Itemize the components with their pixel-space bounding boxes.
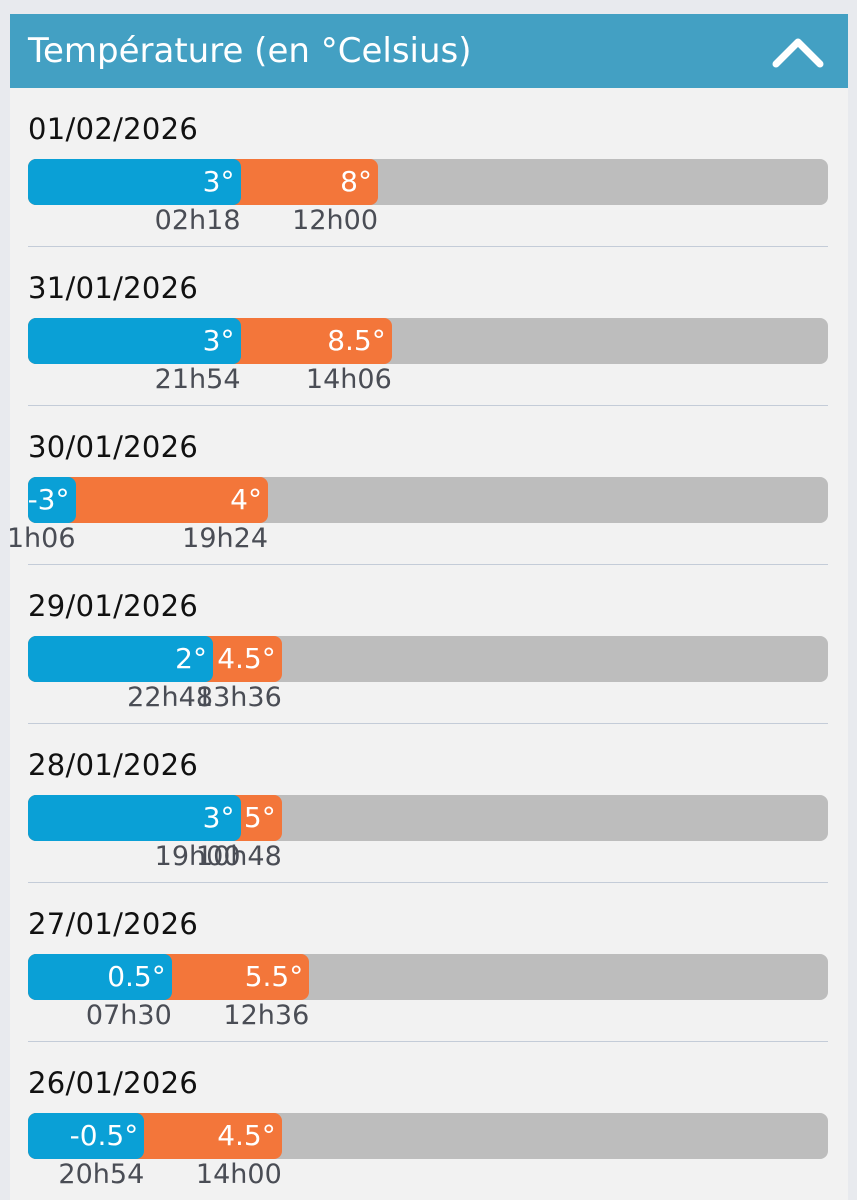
temperature-bar-track: 4.5° 2° [28,636,828,682]
max-temperature-label: 8° [340,165,372,198]
max-temperature-time: 10h48 [195,841,282,872]
max-temperature-time: 14h06 [305,364,392,395]
day-row: 28/01/2026 4.5° 3° 19h00 10h48 [10,724,848,883]
day-row: 26/01/2026 4.5° -0.5° 20h54 14h00 [10,1042,848,1200]
max-temperature-time: 12h36 [223,1000,310,1031]
temperature-bar-track: 5.5° 0.5° [28,954,828,1000]
min-temperature-time: 20h54 [58,1159,145,1190]
max-temperature-time: 19h24 [182,523,268,554]
panel-header[interactable]: Température (en °Celsius) [10,14,848,88]
day-date: 31/01/2026 [28,271,199,305]
min-temperature-time: 02h18 [154,205,241,236]
temperature-bar-track: 4.5° 3° [28,795,828,841]
min-temperature-time: 22h48 [127,682,213,713]
min-temperature-bar: 3° [28,795,241,841]
max-temperature-time: 12h00 [292,205,378,236]
day-row: 01/02/2026 8° 3° 02h18 12h00 [10,88,848,247]
max-temperature-label: 4.5° [217,1119,276,1152]
temperature-bar-track: 4° -3° [28,477,828,523]
temperature-bar-track: 8.5° 3° [28,318,828,364]
day-date: 29/01/2026 [28,589,199,623]
day-date: 26/01/2026 [28,1066,199,1100]
day-date: 28/01/2026 [28,748,199,782]
max-temperature-label: 8.5° [327,324,386,357]
min-temperature-label: -0.5° [69,1119,139,1152]
min-temperature-time: 19h00 [154,841,241,872]
temperature-panel: Température (en °Celsius) 01/02/2026 8° 3°… [10,14,848,1200]
max-temperature-label: 4.5° [217,642,276,675]
max-temperature-label: 4° [230,483,262,516]
min-temperature-bar: -3° [28,477,76,523]
day-date: 01/02/2026 [28,112,199,146]
min-temperature-label: 0.5° [107,960,166,993]
temperature-bar-track: 8° 3° [28,159,828,205]
min-temperature-label: 3° [202,165,235,198]
min-temperature-label: 3° [202,324,235,357]
panel-title: Température (en °Celsius) [28,31,472,71]
max-temperature-label: 5.5° [244,960,304,993]
day-row: 31/01/2026 8.5° 3° 21h54 14h06 [10,247,848,406]
day-row: 30/01/2026 4° -3° 01h06 19h24 [10,406,848,565]
min-temperature-label: 2° [175,642,207,675]
day-date: 27/01/2026 [28,907,199,941]
min-temperature-time: 21h54 [154,364,241,395]
day-date: 30/01/2026 [28,430,199,464]
min-temperature-bar: 3° [28,318,241,364]
min-temperature-time: 07h30 [85,1000,172,1031]
min-temperature-label: 3° [202,801,235,834]
temperature-bar-track: 4.5° -0.5° [28,1113,828,1159]
min-temperature-time: 01h06 [10,523,76,554]
max-temperature-time: 13h36 [195,682,282,713]
day-row: 29/01/2026 4.5° 2° 22h48 13h36 [10,565,848,724]
min-temperature-bar: 2° [28,636,213,682]
min-temperature-bar: 3° [28,159,241,205]
min-temperature-bar: -0.5° [28,1113,145,1159]
min-temperature-bar: 0.5° [28,954,172,1000]
collapse-button[interactable] [770,28,826,74]
day-list: 01/02/2026 8° 3° 02h18 12h00 31/01/2026 8.5° 3°… [10,88,848,1200]
min-temperature-label: -3° [28,483,70,516]
chevron-up-icon [772,38,824,68]
day-row: 27/01/2026 5.5° 0.5° 07h30 12h36 [10,883,848,1042]
max-temperature-time: 14h00 [195,1159,282,1190]
